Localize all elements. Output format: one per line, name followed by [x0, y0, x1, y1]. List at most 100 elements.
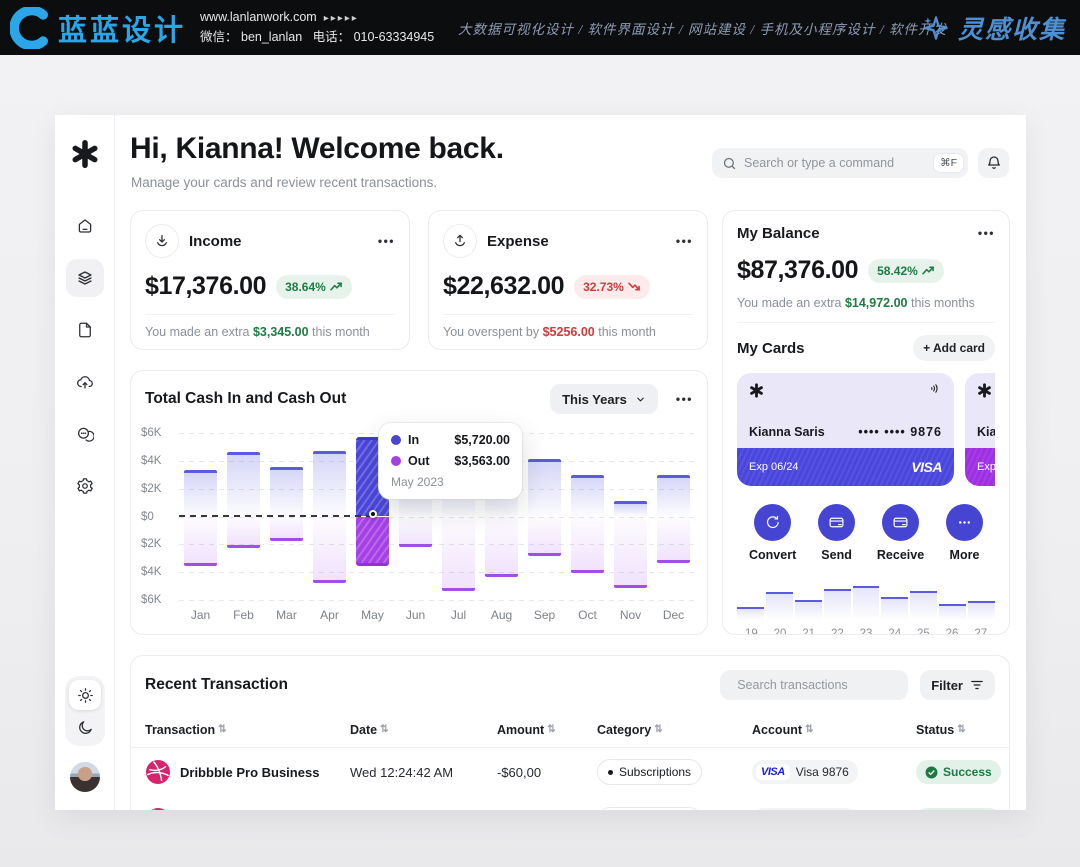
chart-column-sep[interactable]: [523, 433, 566, 600]
contactless-icon: [928, 381, 943, 396]
column-header-category[interactable]: Category: [597, 723, 752, 737]
sidebar-item-layers[interactable]: [65, 259, 104, 297]
sparkle-icon: [921, 13, 951, 43]
filter-icon: [971, 680, 983, 690]
x-tick-label: Apr: [320, 608, 339, 622]
transactions-card: Recent Transaction Filter TransactionDat…: [130, 655, 1010, 810]
sidebar-item-cloud-upload[interactable]: [66, 363, 104, 401]
banner-wechat: 微信： ben_lanlan: [200, 30, 303, 44]
quick-actions: Convert Send Receive More: [737, 504, 995, 562]
category-badge: Subscriptions: [597, 759, 703, 785]
send-button[interactable]: Send: [818, 504, 856, 562]
transactions-search-input[interactable]: [737, 678, 899, 692]
chart-column-nov[interactable]: [609, 433, 652, 600]
add-card-button[interactable]: + Add card: [913, 335, 995, 361]
main-content: Hi, Kianna! Welcome back. Manage your ca…: [115, 115, 1026, 810]
chart-column-mar[interactable]: [265, 433, 308, 600]
dribbble-icon: [145, 759, 171, 785]
column-header-transaction[interactable]: Transaction: [145, 723, 350, 737]
credit-card-0[interactable]: Kianna Saris •••• •••• 9876 Exp 06/24 VI…: [737, 373, 954, 486]
income-value: $17,376.00: [145, 272, 267, 300]
expense-menu-icon[interactable]: [676, 232, 693, 250]
mini-day-label: 20: [773, 628, 787, 635]
sidebar-item-chat[interactable]: [66, 415, 104, 453]
mini-bar-21: [794, 600, 822, 620]
chart-menu-icon[interactable]: [676, 390, 693, 408]
filter-button[interactable]: Filter: [920, 670, 995, 700]
y-tick-label: $2K: [141, 538, 162, 551]
bar-in-dec: [657, 475, 690, 516]
x-tick-label: Jan: [190, 608, 211, 622]
page-title: Hi, Kianna! Welcome back.: [130, 132, 504, 165]
column-header-account[interactable]: Account: [752, 723, 916, 737]
mini-day-label: 24: [888, 628, 902, 635]
light-mode-button[interactable]: [69, 680, 101, 710]
card-number-masked: •••• •••• 9876: [858, 425, 942, 439]
notifications-button[interactable]: [978, 148, 1009, 178]
mini-day-label: 25: [916, 628, 930, 635]
bar-out-feb: [227, 517, 260, 548]
bar-out-jul: [442, 517, 475, 591]
home-icon: [76, 217, 94, 235]
x-tick-label: Jul: [450, 608, 467, 622]
tooltip-period: May 2023: [391, 475, 444, 489]
app-logo-icon[interactable]: [70, 139, 100, 169]
brand-name: 蓝蓝设计: [58, 14, 187, 47]
more-button[interactable]: More: [945, 504, 983, 562]
card-expiry: Exp 06/24: [977, 461, 995, 473]
credit-card-1[interactable]: Kianna Saris •••• •••• 9876 Exp 06/24 VI…: [965, 373, 995, 486]
x-tick-label: Jun: [405, 608, 426, 622]
chart-column-apr[interactable]: [308, 433, 351, 600]
column-header-date[interactable]: Date: [350, 723, 497, 737]
convert-button[interactable]: Convert: [749, 504, 796, 562]
transactions-search[interactable]: [720, 670, 909, 700]
bar-out-aug: [485, 517, 518, 577]
settings-icon: [76, 477, 94, 495]
income-note: You made an extra $3,345.00 this month: [145, 314, 395, 339]
column-header-status[interactable]: Status: [916, 723, 995, 737]
dashboard-window: Hi, Kianna! Welcome back. Manage your ca…: [55, 115, 1026, 810]
check-circle-icon: [925, 766, 938, 779]
user-avatar[interactable]: [70, 762, 100, 792]
bar-in-sep: [528, 459, 561, 516]
transactions-title: Recent Transaction: [145, 676, 288, 693]
convert-icon: [754, 504, 792, 541]
chart-column-feb[interactable]: [222, 433, 265, 600]
column-header-amount[interactable]: Amount: [497, 723, 597, 737]
out-series-dot: [391, 456, 401, 466]
chevron-down-icon: [637, 397, 644, 401]
search-input[interactable]: [744, 156, 928, 170]
y-tick-label: $4K: [141, 566, 162, 579]
x-tick-label: Dec: [662, 608, 685, 622]
card-brand-icon: [976, 382, 993, 399]
chart-column-dec[interactable]: [652, 433, 695, 600]
transaction-amount: -$60,00: [497, 764, 542, 780]
banner-website[interactable]: www.lanlanwork.com: [200, 10, 317, 24]
balance-menu-icon[interactable]: [978, 224, 995, 242]
income-menu-icon[interactable]: [378, 232, 395, 250]
sidebar-item-settings[interactable]: [66, 467, 104, 505]
sidebar-item-home[interactable]: [66, 207, 104, 245]
layers-icon: [76, 269, 94, 287]
my-cards-title: My Cards: [737, 339, 805, 357]
income-card: Income $17,376.00 38.64% You made an ext…: [130, 210, 410, 350]
global-search[interactable]: ⌘F: [712, 148, 968, 178]
chart-x-axis: Jan Feb Mar Apr May Jun Jul Aug Sep Oct Nov Dec: [179, 608, 695, 622]
sidebar-item-file[interactable]: [66, 311, 104, 349]
mini-bar-20: [765, 592, 793, 620]
inspiration-label: 灵感收集: [957, 16, 1066, 44]
bar-out-apr: [313, 517, 346, 583]
x-tick-label: Aug: [490, 608, 513, 622]
mini-bar-19: [737, 607, 764, 620]
visa-logo: VISA: [911, 459, 942, 475]
dark-mode-button[interactable]: [69, 712, 101, 742]
chart-column-jan[interactable]: [179, 433, 222, 600]
receive-button[interactable]: Receive: [877, 504, 924, 562]
table-row-partial[interactable]: Dribbble Pro Business Wed 12:24:42 AM -$…: [131, 796, 1009, 810]
shortcut-badge: ⌘F: [934, 154, 963, 172]
table-row[interactable]: Dribbble Pro Business Wed 12:24:42 AM -$…: [131, 748, 1009, 796]
range-select[interactable]: This Years: [550, 384, 658, 414]
mini-bar-22: [823, 589, 851, 620]
chart-column-oct[interactable]: [566, 433, 609, 600]
mini-day-label: 23: [859, 628, 873, 635]
